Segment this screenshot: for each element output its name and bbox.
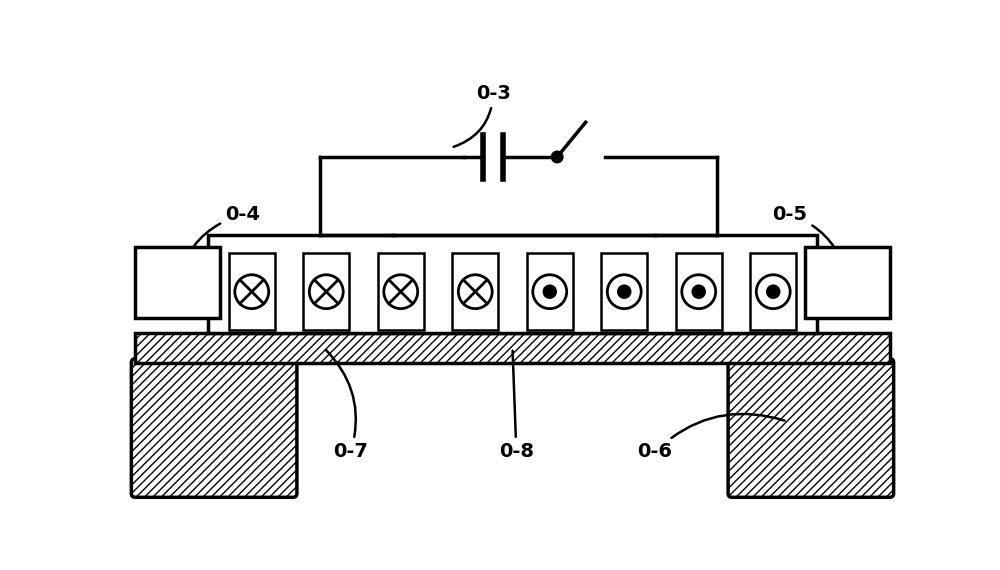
Bar	[750, 253, 796, 330]
Bar	[208, 235, 817, 333]
Text: 0-6: 0-6	[637, 414, 785, 461]
FancyBboxPatch shape	[728, 359, 894, 497]
Text: 0-5: 0-5	[772, 205, 847, 280]
Text: 0-7: 0-7	[326, 350, 368, 461]
Bar	[676, 253, 722, 330]
Bar	[527, 253, 573, 330]
Circle shape	[551, 151, 563, 162]
Bar	[135, 333, 890, 363]
Bar	[601, 253, 647, 330]
Bar	[452, 253, 498, 330]
Text: 0-3: 0-3	[454, 84, 511, 147]
FancyBboxPatch shape	[131, 359, 297, 497]
Bar	[135, 247, 220, 318]
Bar	[805, 247, 890, 318]
Bar	[229, 253, 275, 330]
Bar	[378, 253, 424, 330]
Text: 0-4: 0-4	[178, 205, 261, 280]
Circle shape	[618, 285, 631, 298]
Bar	[303, 253, 349, 330]
Circle shape	[543, 285, 556, 298]
Text: 0-8: 0-8	[499, 351, 534, 461]
Circle shape	[692, 285, 705, 298]
Circle shape	[767, 285, 780, 298]
